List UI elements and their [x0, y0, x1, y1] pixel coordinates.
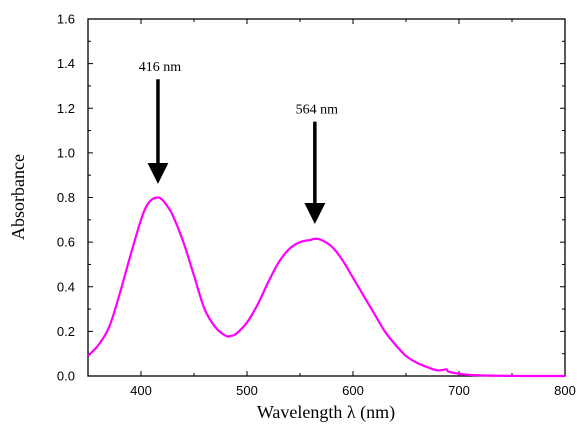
y-tick-label: 0.6	[57, 235, 75, 250]
annotation-label: 564 nm	[296, 103, 339, 118]
y-axis-title: Absorbance	[8, 154, 28, 240]
y-tick-label: 0.2	[57, 324, 75, 339]
y-tick-label: 0.0	[57, 369, 75, 384]
y-tick-label: 1.4	[57, 56, 75, 71]
y-tick-label: 1.2	[57, 101, 75, 116]
y-axis: 0.0 0.2 0.4 0.6 0.8 1.0 1.2 1.4 1.6	[57, 12, 565, 384]
x-tick-label: 700	[448, 383, 470, 398]
x-tick-label: 800	[554, 383, 576, 398]
absorbance-curve	[87, 196, 565, 378]
x-axis-title: Wavelength λ (nm)	[257, 402, 395, 423]
annotations: 416 nm 564 nm	[139, 60, 339, 224]
series-layer	[87, 196, 565, 378]
y-tick-label: 0.4	[57, 279, 75, 294]
x-axis: 400 500 600 700 800	[87, 19, 576, 398]
x-tick-label: 400	[130, 383, 152, 398]
x-tick-label: 500	[236, 383, 258, 398]
y-tick-label: 1.0	[57, 145, 75, 160]
annotation-label: 416 nm	[139, 60, 182, 75]
x-tick-label: 600	[342, 383, 364, 398]
y-tick-label: 0.8	[57, 190, 75, 205]
y-tick-label: 1.6	[57, 12, 75, 27]
